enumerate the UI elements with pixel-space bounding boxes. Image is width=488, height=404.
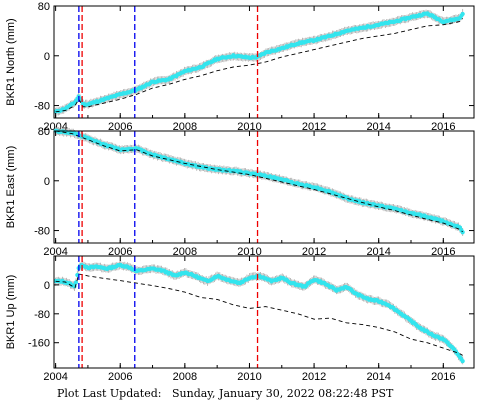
plot-last-updated: Plot Last Updated: Sunday, January 30, 2… — [57, 387, 393, 400]
y-tick-label: 80 — [38, 126, 50, 138]
y-tick-label: -80 — [34, 309, 50, 321]
model-line — [55, 273, 463, 356]
y-tick-label: 80 — [38, 1, 50, 13]
model-line — [55, 130, 463, 233]
plot-frame — [53, 5, 475, 119]
x-tick-label: 2012 — [302, 371, 326, 383]
x-tick-label: 2008 — [173, 246, 197, 258]
x-tick-label: 2012 — [302, 121, 326, 133]
x-tick-label: 2004 — [43, 246, 67, 258]
y-tick-label: -160 — [28, 338, 50, 350]
x-tick-label: 2014 — [366, 246, 390, 258]
x-tick-label: 2016 — [431, 246, 455, 258]
model-line — [55, 18, 464, 113]
y-tick-label: -80 — [34, 226, 50, 238]
observed-point — [460, 11, 465, 17]
x-tick-label: 2006 — [108, 246, 132, 258]
x-tick-label: 2008 — [173, 121, 197, 133]
y-tick-label: 0 — [44, 51, 50, 63]
x-tick-label: 2010 — [237, 246, 261, 258]
footer-label: Plot Last Updated: — [57, 387, 162, 400]
x-tick-label: 2016 — [431, 371, 455, 383]
x-tick-label: 2006 — [108, 371, 132, 383]
x-tick-label: 2010 — [237, 121, 261, 133]
y-axis-label: BKR1 East (mm) — [5, 146, 17, 229]
y-axis-label: BKR1 North (mm) — [5, 18, 17, 105]
x-tick-label: 2012 — [302, 246, 326, 258]
x-tick-label: 2004 — [43, 371, 67, 383]
x-tick-label: 2016 — [431, 121, 455, 133]
x-tick-label: 2014 — [366, 121, 390, 133]
y-axis-label: BKR1 Up (mm) — [5, 275, 17, 350]
plot-frame — [53, 130, 475, 244]
x-tick-label: 2006 — [108, 121, 132, 133]
observed-point — [460, 230, 465, 235]
x-tick-label: 2014 — [366, 371, 390, 383]
y-tick-label: 0 — [44, 280, 50, 292]
plot-frame — [53, 255, 475, 369]
x-tick-label: 2008 — [173, 371, 197, 383]
x-tick-label: 2010 — [237, 371, 261, 383]
footer-timestamp: Sunday, January 30, 2022 08:22:48 PST — [171, 387, 394, 400]
y-tick-label: -80 — [34, 101, 50, 113]
y-tick-label: 0 — [44, 176, 50, 188]
observed-point — [73, 280, 79, 285]
observed-point — [460, 359, 465, 364]
